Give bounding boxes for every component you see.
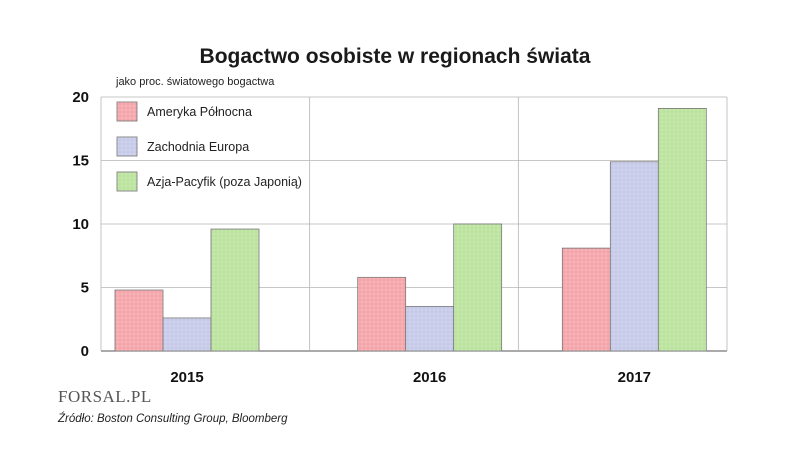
chart-title: Bogactwo osobiste w regionach świata bbox=[200, 45, 591, 68]
bar-2017-2-hatch bbox=[658, 108, 707, 352]
legend-label-2: Azja-Pacyfik (poza Japonią) bbox=[147, 175, 302, 189]
bar-2016-1-hatch bbox=[405, 306, 454, 351]
legend-label-1: Zachodnia Europa bbox=[147, 140, 249, 154]
y-axis-label: jako proc. światowego bogactwa bbox=[115, 76, 275, 88]
y-tick-label-0: 0 bbox=[81, 343, 89, 360]
legend-swatch-hatch-2 bbox=[117, 172, 137, 191]
bars bbox=[114, 108, 707, 352]
x-tick-label-2016: 2016 bbox=[413, 369, 446, 386]
x-tick-label-2015: 2015 bbox=[170, 369, 203, 386]
bar-2015-1-hatch bbox=[163, 317, 211, 351]
source-note: Źródło: Boston Consulting Group, Bloombe… bbox=[57, 412, 288, 425]
y-axis-ticks: 0 5 10 15 20 bbox=[72, 89, 89, 360]
logo-text: FORSAL.PL bbox=[58, 387, 152, 406]
y-tick-label-5: 5 bbox=[81, 280, 89, 297]
y-tick-label-15: 15 bbox=[72, 153, 89, 170]
bar-2017-1-hatch bbox=[610, 161, 659, 351]
legend-swatch-hatch-1 bbox=[117, 137, 137, 156]
legend: Ameryka Północna Zachodnia Europa Azja-Pac… bbox=[116, 101, 302, 192]
legend-label-0: Ameryka Północna bbox=[147, 105, 252, 119]
legend-swatch-hatch-0 bbox=[117, 102, 137, 121]
x-axis-ticks: 2015 2016 2017 bbox=[170, 369, 651, 386]
x-tick-label-2017: 2017 bbox=[618, 369, 651, 386]
bar-2015-0-hatch bbox=[115, 290, 163, 351]
y-tick-label-20: 20 bbox=[72, 89, 89, 106]
y-tick-label-10: 10 bbox=[72, 216, 89, 233]
bar-2016-0-hatch bbox=[357, 277, 406, 351]
bar-2015-2-hatch bbox=[211, 229, 259, 351]
bar-2017-0-hatch bbox=[562, 248, 611, 351]
bar-2016-2-hatch bbox=[453, 224, 502, 351]
forsal-logo: FORSAL.PL bbox=[58, 387, 152, 406]
